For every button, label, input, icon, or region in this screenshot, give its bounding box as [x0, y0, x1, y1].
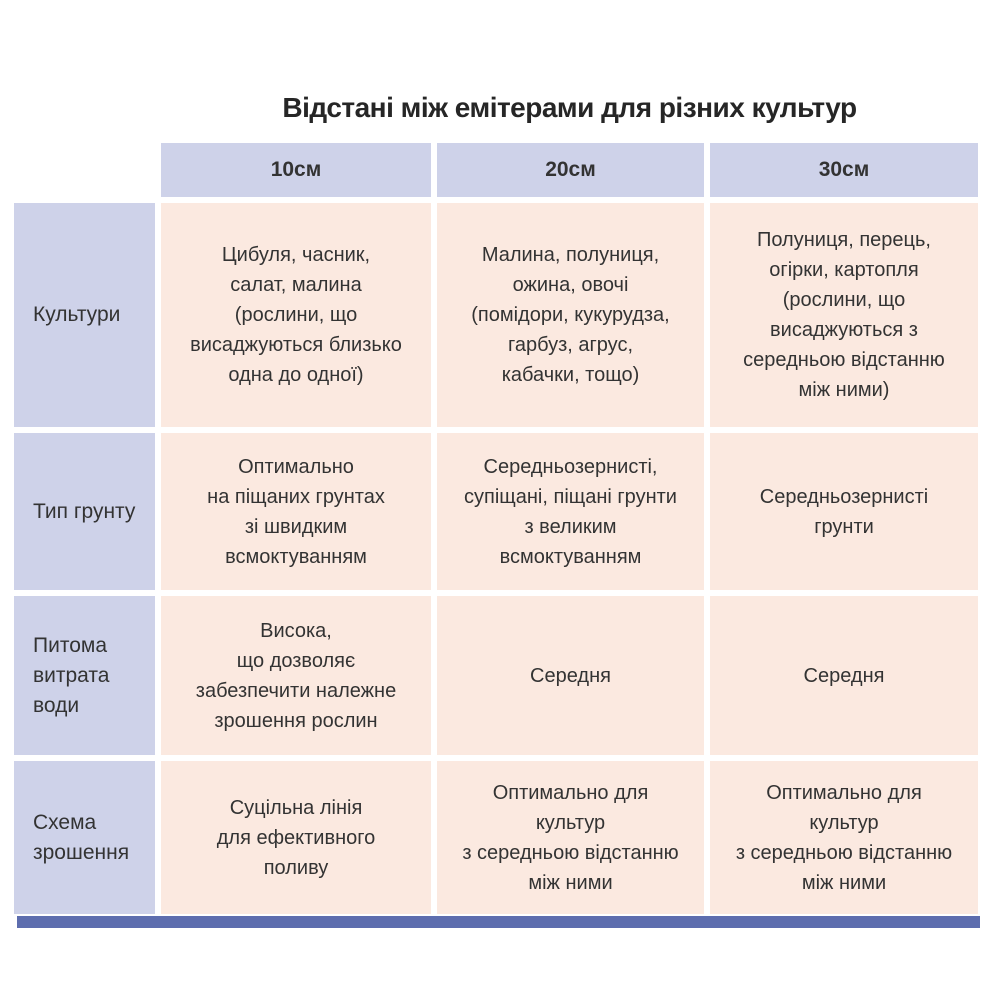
row-label-cultures: Культури	[14, 203, 155, 427]
cell-irrigation-scheme-10cm: Суцільна лінія для ефективного поливу	[161, 761, 431, 914]
page-title: Відстані між емітерами для різних культу…	[282, 92, 857, 123]
cell-water-consumption-10cm: Висока, що дозволяє забезпечити належне …	[161, 596, 431, 755]
row-label-water-consumption: Питома витрата води	[14, 596, 155, 755]
bottom-accent-bar	[17, 916, 980, 928]
cell-cultures-10cm: Цибуля, часник, салат, малина (рослини, …	[161, 203, 431, 427]
row-label-soil-type: Тип грунту	[14, 433, 155, 590]
cell-soil-type-30cm: Середньозернисті грунти	[710, 433, 978, 590]
cell-water-consumption-30cm: Середня	[710, 596, 978, 755]
cell-water-consumption-20cm: Середня	[437, 596, 704, 755]
column-header-10cm: 10см	[161, 143, 431, 197]
cell-soil-type-20cm: Середньозернисті, супіщані, піщані грунт…	[437, 433, 704, 590]
cell-irrigation-scheme-20cm: Оптимально для культур з середньою відст…	[437, 761, 704, 914]
cell-cultures-30cm: Полуниця, перець, огірки, картопля (росл…	[710, 203, 978, 427]
cell-cultures-20cm: Малина, полуниця, ожина, овочі (помідори…	[437, 203, 704, 427]
row-label-irrigation-scheme: Схема зрошення	[14, 761, 155, 914]
emitter-distance-table: 10см 20см 30см Культури Цибуля, часник, …	[14, 143, 978, 914]
corner-spacer	[14, 143, 155, 197]
column-header-30cm: 30см	[710, 143, 978, 197]
cell-soil-type-10cm: Оптимально на піщаних грунтах зі швидким…	[161, 433, 431, 590]
cell-irrigation-scheme-30cm: Оптимально для культур з середньою відст…	[710, 761, 978, 914]
column-header-20cm: 20см	[437, 143, 704, 197]
